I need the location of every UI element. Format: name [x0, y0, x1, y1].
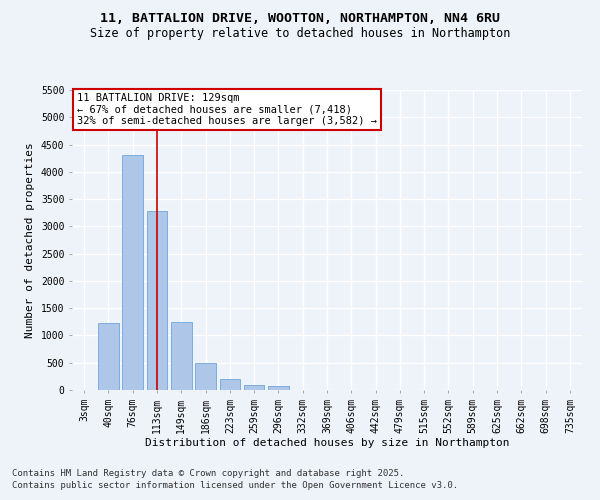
Bar — [220, 379, 240, 390]
Bar — [195, 364, 216, 390]
Text: Contains public sector information licensed under the Open Government Licence v3: Contains public sector information licen… — [12, 481, 458, 490]
Y-axis label: Number of detached properties: Number of detached properties — [25, 142, 35, 338]
Text: Contains HM Land Registry data © Crown copyright and database right 2025.: Contains HM Land Registry data © Crown c… — [12, 468, 404, 477]
Text: 11 BATTALION DRIVE: 129sqm
← 67% of detached houses are smaller (7,418)
32% of s: 11 BATTALION DRIVE: 129sqm ← 67% of deta… — [77, 93, 377, 126]
Bar — [122, 156, 143, 390]
X-axis label: Distribution of detached houses by size in Northampton: Distribution of detached houses by size … — [145, 438, 509, 448]
Bar — [171, 322, 191, 390]
Bar — [98, 324, 119, 390]
Text: Size of property relative to detached houses in Northampton: Size of property relative to detached ho… — [90, 28, 510, 40]
Text: 11, BATTALION DRIVE, WOOTTON, NORTHAMPTON, NN4 6RU: 11, BATTALION DRIVE, WOOTTON, NORTHAMPTO… — [100, 12, 500, 26]
Bar — [268, 386, 289, 390]
Bar — [146, 211, 167, 390]
Bar — [244, 384, 265, 390]
